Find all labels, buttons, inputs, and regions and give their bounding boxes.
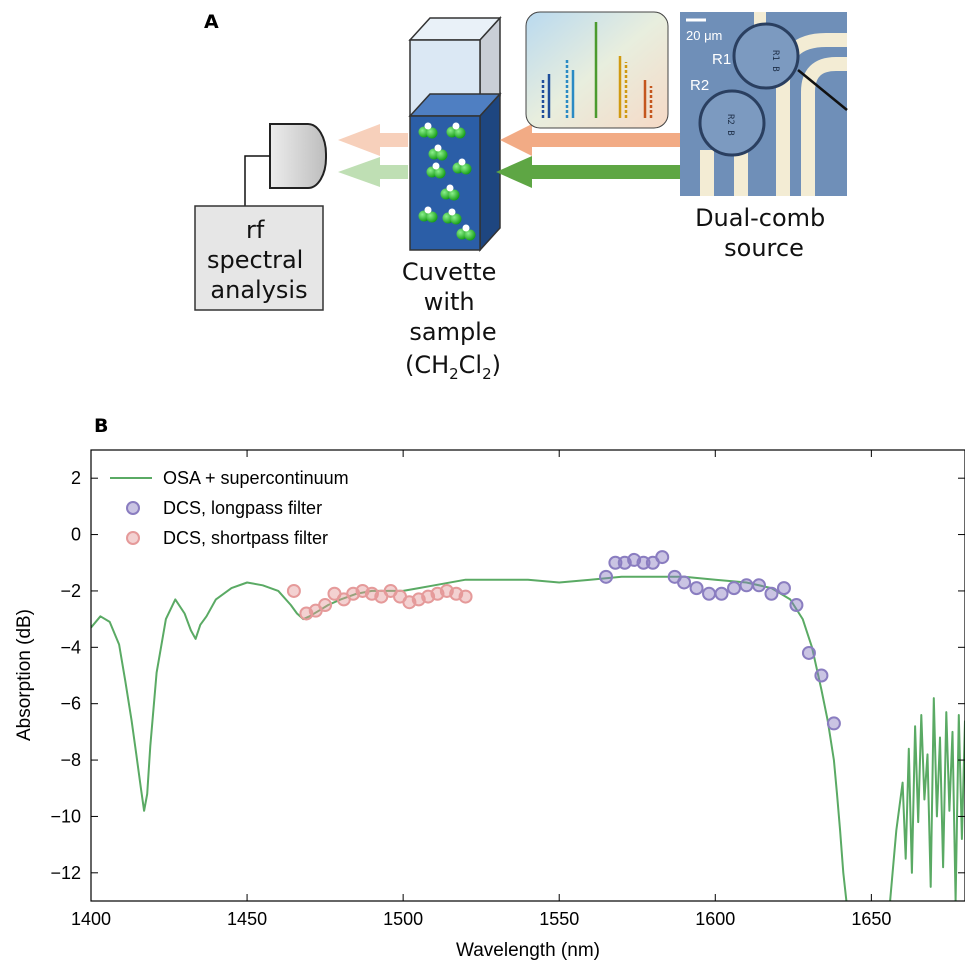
cuvette-label-line-2: with [424, 288, 475, 316]
y-tick-label: 0 [71, 525, 81, 545]
legend-entry: DCS, longpass filter [126, 498, 322, 518]
data-point [318, 598, 333, 613]
svg-text:Dual-comb source: Dual-comb source [695, 204, 833, 262]
data-point [764, 586, 779, 601]
y-tick-label: −4 [60, 637, 81, 657]
legend-label: DCS, shortpass filter [163, 528, 328, 548]
x-tick-label: 1550 [539, 909, 579, 929]
svg-text:R2 B: R2 B [725, 114, 735, 136]
legend-label: OSA + supercontinuum [163, 468, 349, 488]
x-axis-label: Wavelength (nm) [456, 940, 600, 961]
legend-label: DCS, longpass filter [163, 498, 322, 518]
data-point [458, 589, 473, 604]
detector-wire [244, 155, 270, 206]
molecule-icon [418, 122, 438, 139]
x-tick-label: 1600 [695, 909, 735, 929]
absorption-chart: B 1400 1450 1500 1550 1600 1650 2 0 −2 −4 −6 −8 −10 −… [14, 415, 965, 961]
legend-marker-swatch [126, 531, 140, 545]
molecule-icon [440, 184, 460, 201]
series-line [91, 575, 848, 901]
molecule-icon [426, 162, 446, 179]
microresonator-chip-icon: R1 B R2 B 20 μm R1 R2 [680, 12, 848, 196]
legend-entry: DCS, shortpass filter [126, 528, 328, 548]
x-tick-label: 1650 [851, 909, 891, 929]
source-label-line-1: Dual-comb [695, 204, 825, 232]
data-point [727, 581, 742, 596]
molecule-icon [456, 224, 476, 241]
y-tick-label: −2 [60, 581, 81, 601]
panel-a-label: A [204, 11, 219, 33]
molecule-icon [418, 206, 438, 223]
source-label-line-2: source [724, 234, 804, 262]
setup-schematic: A rf spectral analysis Cuvette with samp… [194, 11, 848, 383]
legend-entry: OSA + supercontinuum [110, 468, 349, 488]
data-point [751, 578, 766, 593]
y-tick-label: −8 [60, 750, 81, 770]
data-point [801, 645, 816, 660]
y-axis-label: Absorption (dB) [14, 609, 35, 741]
data-point [776, 581, 791, 596]
panel-b-label: B [94, 415, 108, 437]
rf-box-line-3: analysis [210, 276, 307, 304]
cuvette-icon [408, 16, 502, 252]
resonator-r1-label: R1 [712, 51, 731, 68]
comb-beams [496, 124, 680, 188]
x-tick-label: 1450 [227, 909, 267, 929]
cuvette-label-line-3: sample [409, 318, 496, 346]
data-point [286, 583, 301, 598]
rf-box-line-1: rf [246, 216, 265, 244]
rf-analysis-box [194, 205, 324, 311]
data-point [655, 550, 670, 565]
data-point [636, 555, 651, 570]
transmitted-beams [338, 124, 408, 187]
photodetector-icon [269, 123, 327, 189]
rf-box-line-2: spectral [207, 246, 303, 274]
y-tick-label: 2 [71, 468, 81, 488]
y-tick-label: −12 [50, 863, 81, 883]
plot-frame [90, 449, 965, 902]
sample-formula: (CH2Cl2) [405, 351, 501, 383]
cuvette-label-line-1: Cuvette [402, 258, 497, 286]
data-point [814, 668, 829, 683]
data-point [677, 575, 692, 590]
data-point [739, 578, 754, 593]
molecule-icon [442, 208, 462, 225]
molecule-icon [418, 122, 476, 241]
y-tick-label: −6 [60, 694, 81, 714]
data-point [608, 555, 623, 570]
molecule-icon [446, 122, 466, 139]
resonator-r2-label: R2 [690, 77, 709, 94]
svg-text:rf spectral analysis: rf spectral analysis [207, 216, 311, 304]
data-point [599, 569, 614, 584]
spectrum-inset-icon [525, 11, 669, 129]
svg-text:R1 B: R1 B [770, 50, 780, 72]
svg-text:Cuvette with sample: Cuvette with sample [402, 258, 504, 346]
data-point [689, 581, 704, 596]
data-point [702, 586, 717, 601]
series-line [889, 697, 965, 901]
molecule-icon [452, 158, 472, 175]
data-point [714, 586, 729, 601]
data-point [789, 598, 804, 613]
x-tick-label: 1400 [71, 909, 111, 929]
legend-marker-swatch [126, 501, 140, 515]
molecule-icon [428, 144, 448, 161]
y-tick-label: −10 [50, 806, 81, 826]
scale-bar-label: 20 μm [686, 28, 722, 43]
x-tick-label: 1500 [383, 909, 423, 929]
data-point [826, 716, 841, 731]
